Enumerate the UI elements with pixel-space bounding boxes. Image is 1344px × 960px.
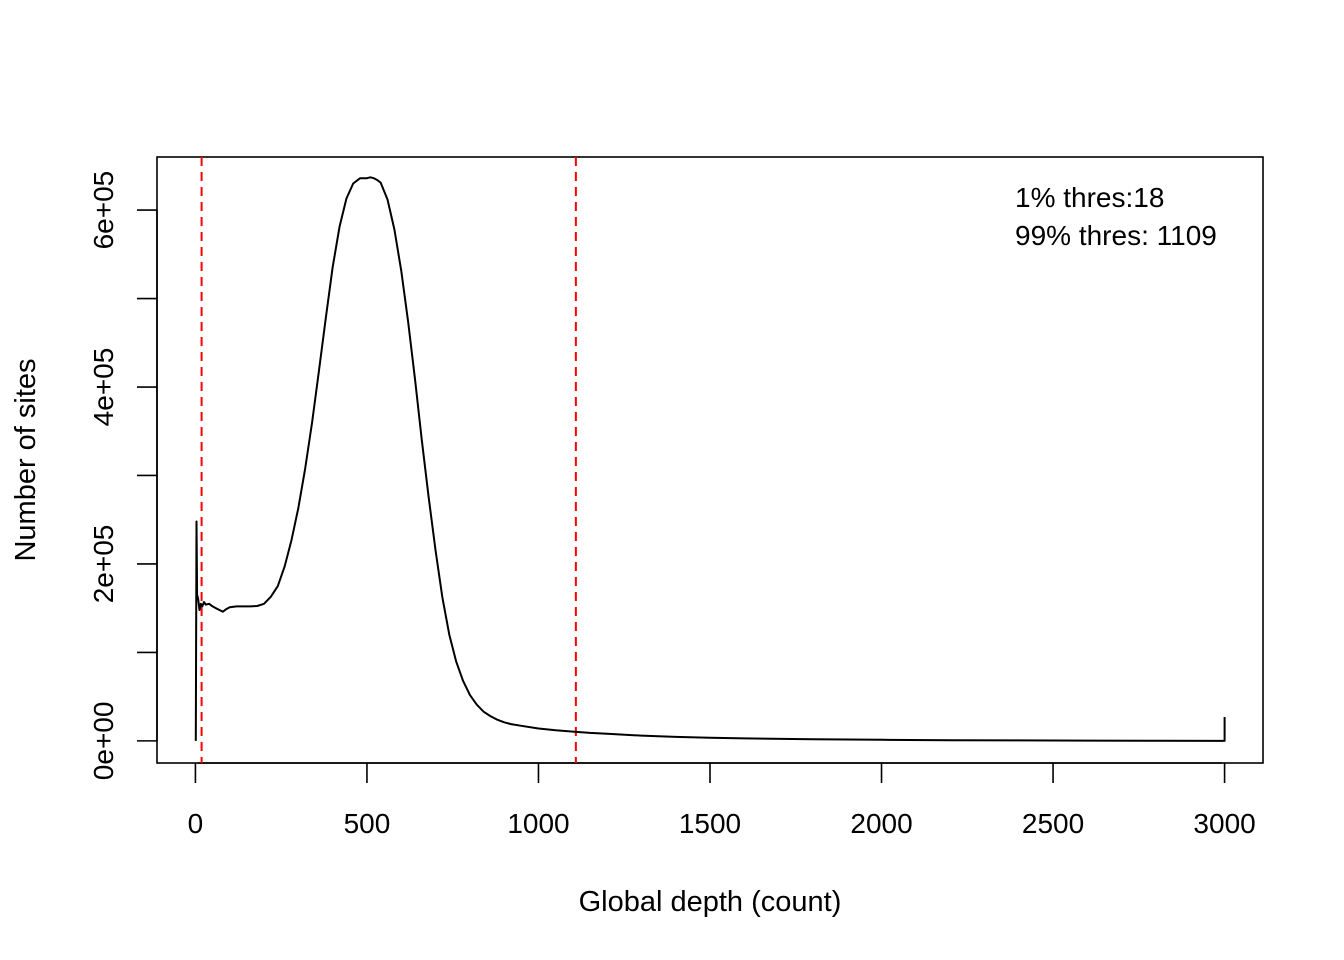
x-axis-ticks: 0 500 1000 1500 2000 2500 3000 — [188, 763, 1256, 839]
y-tick-label: 6e+05 — [88, 171, 119, 250]
x-tick-label: 1500 — [679, 808, 741, 839]
threshold-lines — [200, 157, 577, 763]
x-tick-label: 500 — [344, 808, 391, 839]
x-tick-label: 3000 — [1193, 808, 1255, 839]
y-tick-label: 2e+05 — [88, 525, 119, 604]
y-axis-title: Number of sites — [10, 358, 42, 561]
y-tick-label: 4e+05 — [88, 348, 119, 427]
threshold-annotation-low: 1% thres:18 — [1015, 182, 1164, 213]
series-lines — [194, 176, 1226, 742]
x-tick-label: 2000 — [850, 808, 912, 839]
x-tick-label: 1000 — [507, 808, 569, 839]
threshold-annotation-high: 99% thres: 1109 — [1015, 220, 1217, 251]
x-axis-title: Global depth (count) — [579, 886, 842, 918]
depth-series-line — [194, 176, 1226, 742]
x-tick-label: 0 — [188, 808, 204, 839]
y-axis-ticks: 0e+00 2e+05 4e+05 6e+05 — [88, 171, 157, 780]
x-tick-label: 2500 — [1022, 808, 1084, 839]
y-tick-label: 0e+00 — [88, 702, 119, 781]
